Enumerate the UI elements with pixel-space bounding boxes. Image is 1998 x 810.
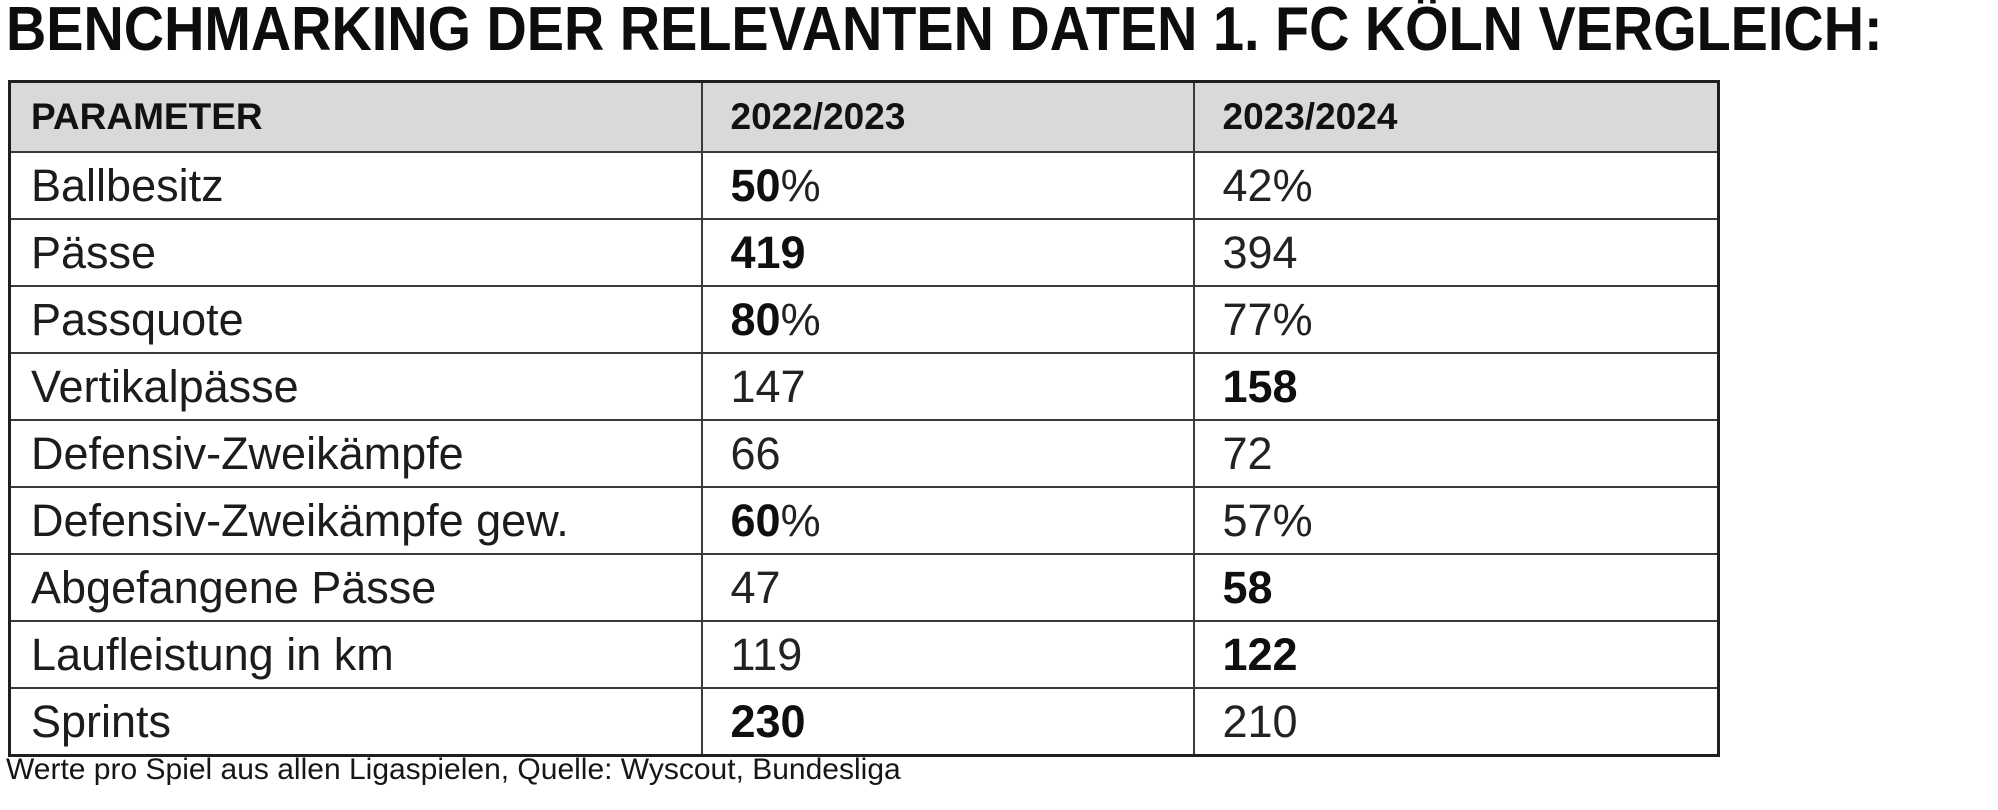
table-row: Abgefangene Pässe 47 58	[8, 553, 1720, 622]
table-row: Pässe 419 394	[8, 218, 1720, 287]
table-row: Defensiv-Zweikämpfe 66 72	[8, 419, 1720, 488]
value-number: 147	[730, 360, 806, 412]
value-cell-2022-2023: 419	[700, 218, 1195, 287]
value-cell-2022-2023: 147	[700, 352, 1195, 421]
value-suffix: %	[1272, 494, 1313, 546]
value-number: 57	[1222, 494, 1273, 546]
value-cell-2022-2023: 80%	[700, 285, 1195, 354]
value-cell-2022-2023: 50%	[700, 151, 1195, 220]
parameter-cell: Defensiv-Zweikämpfe gew.	[8, 486, 703, 555]
value-number: 119	[730, 628, 803, 680]
table-header-row: PARAMETER 2022/2023 2023/2024	[8, 80, 1720, 153]
value-cell-2022-2023: 230	[700, 687, 1195, 757]
value-cell-2023-2024: 210	[1192, 687, 1720, 757]
value-number: 60	[730, 494, 781, 546]
value-cell-2023-2024: 394	[1192, 218, 1720, 287]
value-number: 50	[730, 159, 781, 211]
value-number: 158	[1222, 360, 1298, 412]
source-note: Werte pro Spiel aus allen Ligaspielen, Q…	[6, 753, 901, 786]
value-cell-2022-2023: 119	[700, 620, 1195, 689]
table-row: Vertikalpässe 147 158	[8, 352, 1720, 421]
parameter-cell: Passquote	[8, 285, 703, 354]
value-number: 42	[1222, 159, 1273, 211]
value-number: 122	[1222, 628, 1298, 680]
parameter-cell: Ballbesitz	[8, 151, 703, 220]
value-number: 58	[1222, 561, 1273, 613]
value-cell-2023-2024: 42%	[1192, 151, 1720, 220]
value-number: 72	[1222, 427, 1273, 479]
value-number: 80	[730, 293, 781, 345]
table-row: Sprints 230 210	[8, 687, 1720, 757]
value-cell-2023-2024: 72	[1192, 419, 1720, 488]
value-suffix: %	[780, 494, 821, 546]
parameter-cell: Laufleistung in km	[8, 620, 703, 689]
column-header-season-2022-2023: 2022/2023	[700, 80, 1195, 153]
value-suffix: %	[1272, 159, 1313, 211]
value-number: 77	[1222, 293, 1273, 345]
value-cell-2022-2023: 47	[700, 553, 1195, 622]
table-row: Defensiv-Zweikämpfe gew. 60% 57%	[8, 486, 1720, 555]
parameter-cell: Pässe	[8, 218, 703, 287]
value-number: 419	[730, 226, 806, 278]
value-number: 230	[730, 695, 806, 747]
benchmark-table: PARAMETER 2022/2023 2023/2024 Ballbesitz…	[8, 80, 1720, 757]
parameter-cell: Vertikalpässe	[8, 352, 703, 421]
value-cell-2023-2024: 77%	[1192, 285, 1720, 354]
value-number: 47	[730, 561, 781, 613]
value-cell-2023-2024: 57%	[1192, 486, 1720, 555]
value-cell-2022-2023: 60%	[700, 486, 1195, 555]
column-header-parameter: PARAMETER	[8, 80, 703, 153]
value-cell-2023-2024: 58	[1192, 553, 1720, 622]
table-row: Ballbesitz 50% 42%	[8, 151, 1720, 220]
parameter-cell: Defensiv-Zweikämpfe	[8, 419, 703, 488]
value-number: 394	[1222, 226, 1298, 278]
page-title: BENCHMARKING DER RELEVANTEN DATEN 1. FC …	[6, 0, 1883, 64]
table-row: Passquote 80% 77%	[8, 285, 1720, 354]
table-row: Laufleistung in km 119 122	[8, 620, 1720, 689]
value-cell-2023-2024: 122	[1192, 620, 1720, 689]
value-number: 66	[730, 427, 781, 479]
parameter-cell: Sprints	[8, 687, 703, 757]
value-suffix: %	[780, 159, 821, 211]
parameter-cell: Abgefangene Pässe	[8, 553, 703, 622]
value-number: 210	[1222, 695, 1298, 747]
value-suffix: %	[780, 293, 821, 345]
value-cell-2022-2023: 66	[700, 419, 1195, 488]
column-header-season-2023-2024: 2023/2024	[1192, 80, 1720, 153]
value-cell-2023-2024: 158	[1192, 352, 1720, 421]
value-suffix: %	[1272, 293, 1313, 345]
